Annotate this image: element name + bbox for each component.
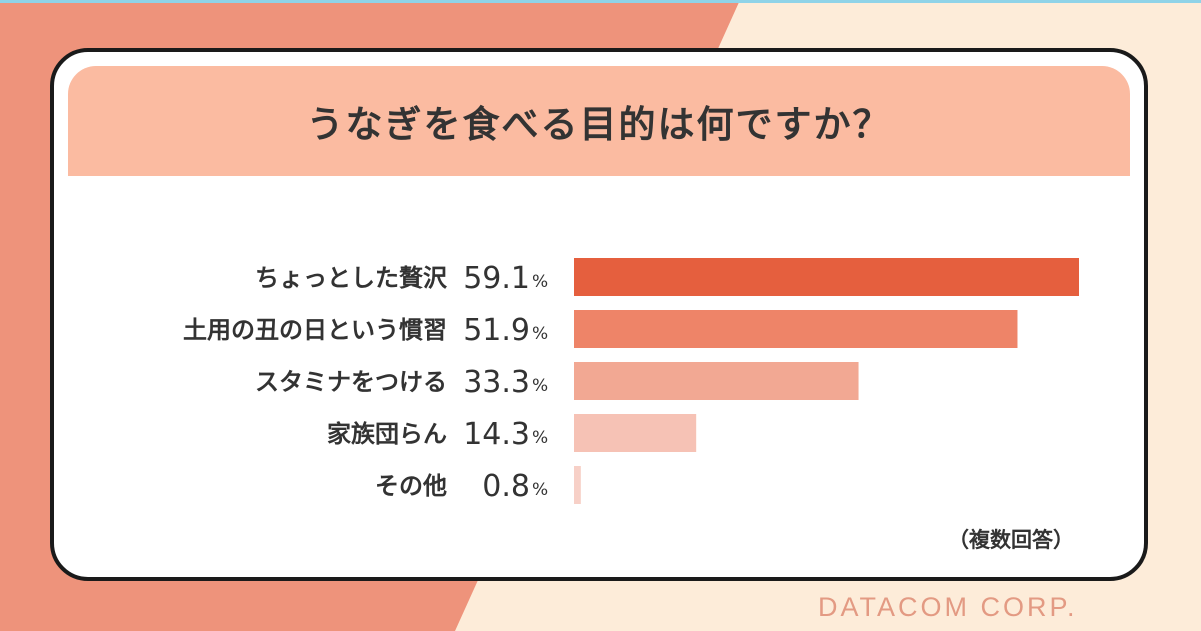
chart-title: うなぎを食べる目的は何ですか？ (306, 103, 892, 146)
bar (574, 258, 1079, 296)
value-label: 33.3 (463, 365, 530, 400)
bar (574, 466, 581, 504)
value-label: 0.8 (482, 469, 530, 504)
percent-unit: % (532, 480, 548, 500)
value-label: 59.1 (463, 261, 530, 296)
category-label: 家族団らん (327, 420, 447, 448)
category-label: ちょっとした贅沢 (255, 264, 448, 292)
bar (574, 310, 1018, 348)
title-band: うなぎを食べる目的は何ですか？ (68, 66, 1130, 176)
bar (574, 414, 697, 452)
brand-watermark: DATACOM CORP. (818, 592, 1078, 622)
percent-unit: % (532, 272, 548, 292)
percent-unit: % (532, 376, 548, 396)
percent-unit: % (532, 428, 548, 448)
category-label: 土用の丑の日という慣習 (183, 316, 447, 344)
value-label: 51.9 (463, 313, 530, 348)
value-label: 14.3 (463, 417, 530, 452)
multiple-answers-note: （複数回答） (948, 528, 1074, 552)
category-label: その他 (375, 472, 447, 500)
top-accent-strip (0, 0, 1201, 3)
category-label: スタミナをつける (255, 368, 447, 396)
percent-unit: % (532, 324, 548, 344)
bar (574, 362, 859, 400)
